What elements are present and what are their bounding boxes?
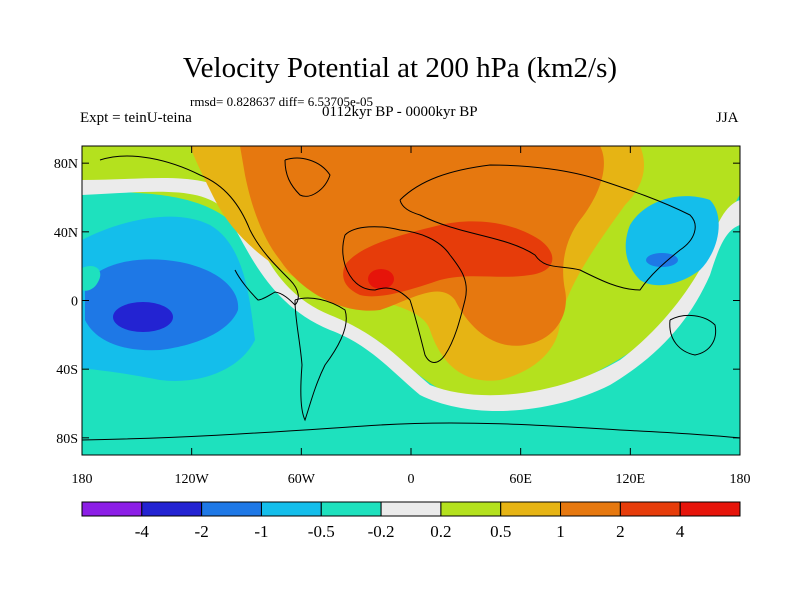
coast-antarctica [82, 422, 740, 441]
colorbar-box [260, 501, 322, 517]
colorbar-label: -1 [254, 522, 268, 541]
colorbar-label: -0.2 [368, 522, 395, 541]
colorbar: -4 -2 -1 -0.5 -0.2 0.2 0.5 1 2 4 [81, 501, 741, 541]
colorbar-box [201, 501, 262, 517]
lon-axis: 180 120W 60W 0 60E 120E 180 [72, 146, 751, 487]
colorbar-box [141, 501, 203, 517]
colorbar-box [440, 501, 502, 517]
lon-tick-label: 0 [408, 472, 415, 487]
colorbar-label: 0.2 [430, 522, 451, 541]
coast-africa [342, 226, 467, 363]
coast-greenland [284, 157, 331, 197]
coast-australia [669, 314, 717, 356]
colorbar-label: 1 [556, 522, 565, 541]
field-asia-blue [646, 253, 678, 267]
field-darkblue [113, 302, 173, 332]
period-label: 0112kyr BP - 0000kyr BP [322, 104, 478, 120]
lat-tick-label: 80N [54, 157, 78, 172]
lat-tick-label: 80S [56, 432, 78, 447]
lat-axis: 80N 40N 0 40S 80S [54, 157, 740, 447]
lat-tick-label: 40S [56, 363, 78, 378]
colorbar-label: -2 [195, 522, 209, 541]
coast-north-america [99, 155, 299, 306]
colorbar-label: -4 [135, 522, 150, 541]
colorbar-label: 0.5 [490, 522, 511, 541]
colorbar-box [320, 501, 382, 517]
lon-tick-label: 180 [72, 472, 93, 487]
lat-tick-label: 40N [54, 226, 78, 241]
lon-tick-label: 180 [730, 472, 751, 487]
colorbar-box [619, 501, 681, 517]
colorbar-box [380, 501, 442, 517]
contour-fill [82, 146, 740, 455]
stats-label: rmsd= 0.828637 diff= 6.53705e-05 [190, 94, 374, 109]
coastlines [82, 155, 740, 441]
lon-tick-label: 60E [509, 472, 532, 487]
colorbar-label: 4 [676, 522, 685, 541]
lon-tick-label: 120E [616, 472, 646, 487]
coast-south-america [294, 297, 347, 422]
lon-tick-label: 60W [288, 472, 316, 487]
season-label: JJA [716, 110, 739, 126]
lat-tick-label: 0 [71, 295, 78, 310]
lon-tick-label: 120W [175, 472, 210, 487]
plot-title: Velocity Potential at 200 hPa (km2/s) [182, 52, 618, 84]
colorbar-box [500, 501, 562, 517]
colorbar-box [81, 501, 143, 517]
colorbar-label: -0.5 [308, 522, 335, 541]
experiment-label: Expt = teinU-teina [80, 110, 192, 126]
colorbar-box [679, 501, 741, 517]
colorbar-box [560, 501, 621, 517]
colorbar-label: 2 [616, 522, 625, 541]
coast-eurasia [399, 164, 696, 291]
field-dateline-cyan [82, 265, 101, 291]
field-red [368, 269, 394, 289]
